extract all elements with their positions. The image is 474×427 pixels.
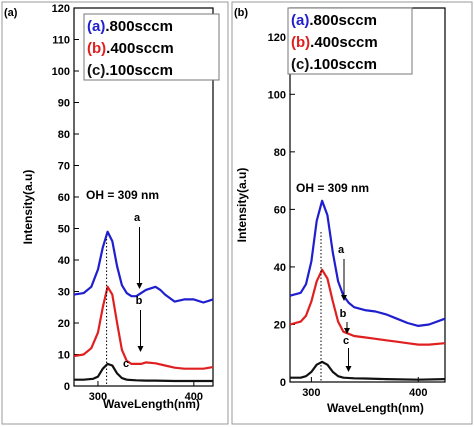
y-tick-label: 10 [58, 350, 70, 362]
chart-panel-2: (b) 0 20 40 60 80 100 120 300 400 Intensity(a.u) Wa… [231, 1, 473, 425]
y-tick-label: 80 [274, 147, 286, 159]
legend-entry-c: (c).100sccm [87, 62, 173, 79]
y-tick-label: 50 [58, 224, 70, 236]
series-line-a [73, 230, 214, 304]
y-tick-label: 40 [274, 262, 286, 274]
curve-arrowhead-c [345, 366, 352, 372]
legend-text-b: .400sccm [310, 34, 378, 51]
panel-frame [1, 1, 229, 425]
legend-text-a: .800sccm [309, 12, 377, 29]
curve-label-a: a [134, 212, 141, 224]
y-tick-label: 60 [58, 192, 70, 204]
legend-key-c: (c) [291, 56, 309, 73]
series-line-b [73, 285, 214, 370]
y-tick-label: 80 [58, 129, 70, 141]
legend-text-c: .100sccm [309, 56, 377, 73]
panel-label: (a) [4, 7, 18, 19]
curve-label-a: a [338, 244, 345, 256]
curve-arrowhead-a [341, 295, 347, 301]
curve-label-c: c [123, 358, 129, 370]
curve-label-b: b [340, 308, 347, 320]
series-line-c [74, 362, 213, 383]
legend-entry-a: (a).800sccm [291, 12, 377, 29]
y-tick-label: 20 [274, 319, 286, 331]
curve-label-b: b [136, 295, 143, 307]
legend-entry-b: (b).400sccm [87, 40, 174, 57]
legend-box [287, 7, 413, 75]
legend-key-a: (a) [87, 18, 105, 35]
y-tick-label: 120 [268, 32, 286, 44]
panel-label: (b) [234, 7, 248, 19]
curve-arrowhead-b [344, 328, 350, 334]
y-tick-label: 30 [58, 287, 70, 299]
y-tick-label: 70 [58, 161, 70, 173]
y-tick-label: 100 [52, 66, 70, 78]
legend-key-b: (b) [291, 34, 310, 51]
series-line-a [289, 199, 446, 327]
panel-frame [231, 1, 473, 425]
curve-label-c: c [343, 335, 349, 347]
y-tick-label: 90 [58, 98, 70, 110]
x-tick-label: 300 [302, 387, 320, 399]
chart-panel-1: (a) 0 10 20 30 40 50 60 70 80 90 100 110 120 300 400 Int… [1, 1, 229, 425]
legend-text-a: .800sccm [105, 18, 173, 35]
y-axis-label: Intensity(a.u) [235, 168, 249, 243]
x-tick-label: 400 [409, 387, 427, 399]
legend-text-c: .100sccm [105, 62, 173, 79]
series-line-c [290, 360, 446, 381]
legend-text-b: .400sccm [106, 40, 174, 57]
legend-entry-a: (a).800sccm [87, 18, 173, 35]
y-tick-label: 0 [280, 377, 286, 389]
peak-annotation: OH = 309 nm [296, 181, 369, 195]
curve-arrowhead-b [137, 346, 144, 352]
legend-entry-c: (c).100sccm [291, 56, 377, 73]
legend-entry-b: (b).400sccm [291, 34, 378, 51]
y-tick-label: 110 [52, 35, 70, 47]
x-axis-label: WaveLength(nm) [327, 401, 424, 415]
peak-annotation: OH = 309 nm [86, 188, 159, 202]
legend-key-c: (c) [87, 62, 105, 79]
legend-key-a: (a) [291, 12, 309, 29]
y-tick-label: 20 [58, 318, 70, 330]
y-tick-label: 0 [64, 381, 70, 393]
x-tick-label: 400 [185, 391, 203, 403]
legend-key-b: (b) [87, 40, 106, 57]
curve-arrowhead-a [136, 283, 143, 289]
y-tick-label: 120 [52, 3, 70, 15]
x-tick-label: 300 [89, 391, 107, 403]
y-tick-label: 60 [274, 204, 286, 216]
y-tick-label: 100 [268, 89, 286, 101]
legend-box [83, 13, 220, 81]
series-line-b [289, 268, 446, 346]
x-axis-label: WaveLength(nm) [103, 397, 200, 411]
y-tick-label: 40 [58, 255, 70, 267]
y-axis-label: Intensity(a.u) [21, 170, 35, 245]
